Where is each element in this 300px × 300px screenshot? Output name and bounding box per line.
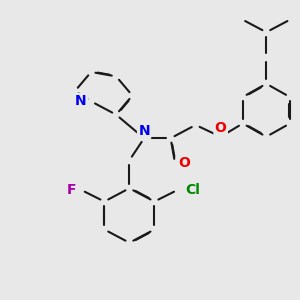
Text: Cl: Cl bbox=[185, 183, 200, 197]
Text: N: N bbox=[138, 124, 150, 138]
Text: O: O bbox=[178, 156, 190, 170]
Text: N: N bbox=[75, 94, 87, 108]
Text: O: O bbox=[215, 121, 226, 135]
Text: F: F bbox=[67, 183, 77, 197]
